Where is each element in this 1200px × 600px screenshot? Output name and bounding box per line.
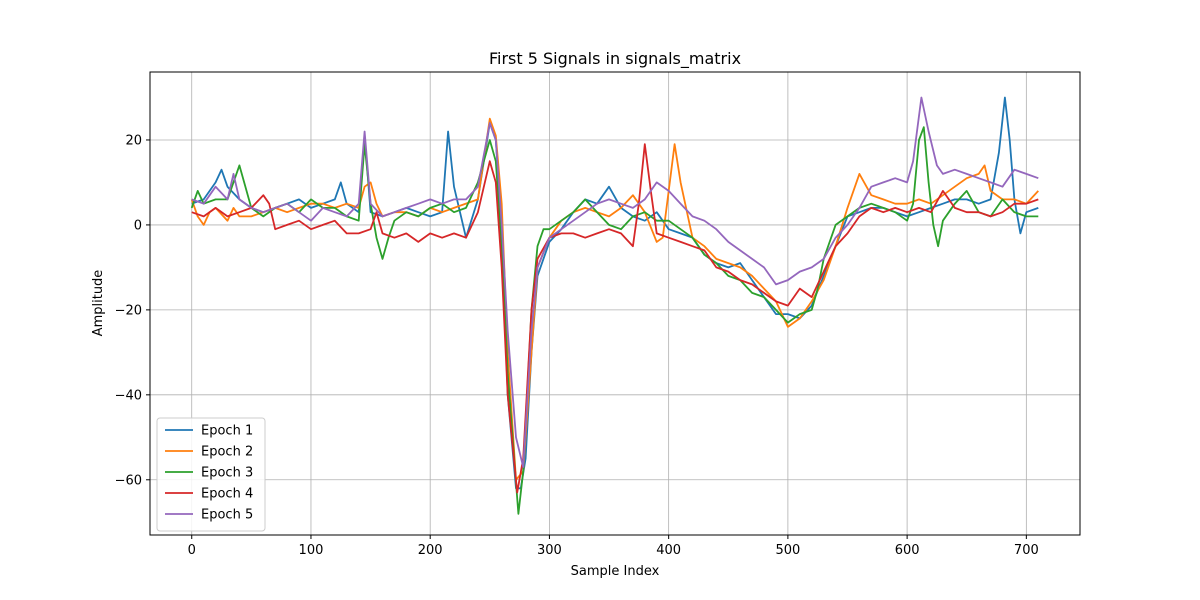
chart-title: First 5 Signals in signals_matrix xyxy=(489,49,741,69)
legend: Epoch 1 Epoch 2 Epoch 3 Epoch 4 Epoch 5 xyxy=(156,417,266,532)
x-tick-label: 400 xyxy=(656,543,681,558)
grid xyxy=(150,72,1080,535)
axes-frame xyxy=(149,71,1081,536)
series-layer xyxy=(190,96,1039,515)
x-tick-label: 500 xyxy=(775,543,800,558)
x-tick-label: 300 xyxy=(537,543,562,558)
y-tick-label: −40 xyxy=(115,388,142,403)
series-line-epoch-5 xyxy=(191,96,1039,468)
x-tick-label: 200 xyxy=(418,543,443,558)
series-line-epoch-4 xyxy=(191,143,1039,494)
legend-label: Epoch 5 xyxy=(201,508,253,523)
x-tick-label: 0 xyxy=(188,543,196,558)
y-tick-label: −60 xyxy=(115,473,142,488)
y-tick-label: 20 xyxy=(125,133,142,148)
y-tick-label: 0 xyxy=(134,218,142,233)
legend-label: Epoch 1 xyxy=(201,424,253,439)
series-line-epoch-3 xyxy=(190,126,1039,515)
x-axis-label: Sample Index xyxy=(571,564,660,579)
legend-label: Epoch 4 xyxy=(201,487,253,502)
legend-box xyxy=(156,417,266,532)
y-tick-label: −20 xyxy=(115,303,142,318)
x-tick-label: 700 xyxy=(1014,543,1039,558)
legend-label: Epoch 3 xyxy=(201,466,253,481)
x-tick-label: 600 xyxy=(895,543,920,558)
y-axis-label: Amplitude xyxy=(91,270,106,337)
x-tick-label: 100 xyxy=(299,543,324,558)
legend-label: Epoch 2 xyxy=(201,445,253,460)
ticks: 0 100 200 300 400 500 600 700 −60 −40 −20 0 20 xyxy=(115,133,1039,558)
